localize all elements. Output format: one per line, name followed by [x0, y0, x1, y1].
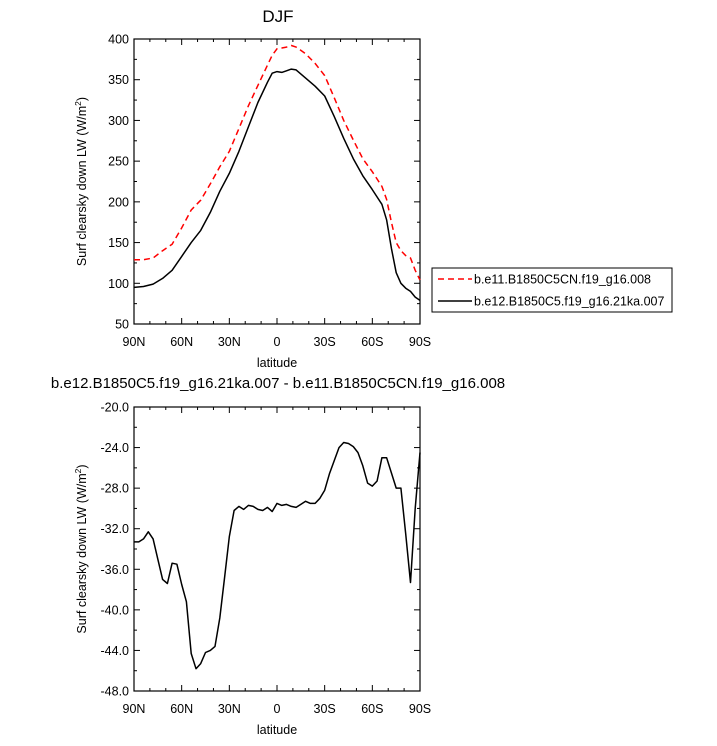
y-axis-label-text: Surf clearsky down LW (W/m	[75, 473, 89, 633]
bottom-plot: -20.0 -24.0 -28.0 -32.0 -36.0 -40.0 -44.0 -48.0…	[73, 401, 431, 738]
series-line-1	[134, 441, 421, 670]
x-tick-label: 0	[274, 335, 281, 349]
y-tick-label: -28.0	[101, 482, 130, 496]
y-tick-label: -36.0	[101, 563, 130, 577]
y-tick-label: 150	[108, 236, 129, 250]
x-tick-label: 60N	[170, 702, 193, 716]
y-tick-label: 300	[108, 114, 129, 128]
legend-box	[431, 267, 673, 313]
legend-label: b.e12.B1850C5.f19_g16.21ka.007	[474, 295, 664, 309]
y-tick-label: -32.0	[101, 522, 130, 536]
series-line-2	[133, 68, 421, 302]
y-axis-label-close: )	[75, 97, 89, 101]
x-tick-label: 90N	[123, 702, 146, 716]
y-tick-label: 200	[108, 195, 129, 209]
x-tick-label: 30N	[218, 702, 241, 716]
x-tick-label: 90N	[123, 335, 146, 349]
x-tick-label: 90S	[409, 702, 431, 716]
x-tick-label: 90S	[409, 335, 431, 349]
x-axis-label: latitude	[257, 723, 297, 737]
series-line-1	[134, 44, 421, 281]
x-tick-label: 30S	[314, 702, 336, 716]
x-tick-label: 60N	[170, 335, 193, 349]
y-tick-label: -20.0	[101, 401, 130, 415]
x-tick-label: 30N	[218, 335, 241, 349]
chart-title: b.e12.B1850C5.f19_g16.21ka.007 - b.e11.B…	[51, 375, 505, 392]
y-tick-label: -24.0	[101, 441, 130, 455]
legend: b.e11.B1850C5CN.f19_g16.008 b.e12.B1850C5…	[431, 267, 673, 313]
y-tick-label: 350	[108, 73, 129, 87]
y-axis-label-text: Surf clearsky down LW (W/m	[75, 106, 89, 266]
x-axis-label: latitude	[257, 356, 297, 370]
y-tick-label: -48.0	[101, 685, 130, 699]
y-axis-label-close: )	[75, 464, 89, 468]
y-tick-label: 400	[108, 33, 129, 47]
plot-frame	[133, 406, 421, 692]
legend-label: b.e11.B1850C5CN.f19_g16.008	[474, 273, 651, 287]
chart-title: DJF	[262, 7, 293, 26]
y-tick-label: 50	[115, 318, 129, 332]
x-tick-label: 60S	[361, 335, 383, 349]
top-plot: 400 350 300 250 200 150 100 50 90N 60N 30N 0 30S 60S 9…	[73, 33, 431, 371]
y-axis-label-superscript: 2	[73, 468, 83, 473]
y-tick-label: 100	[108, 277, 129, 291]
y-axis-label: Surf clearsky down LW (W/m2)	[73, 464, 89, 633]
y-axis-label: Surf clearsky down LW (W/m2)	[73, 97, 89, 266]
plot-frame	[133, 38, 421, 325]
y-tick-label: -40.0	[101, 603, 130, 617]
y-tick-label: -44.0	[101, 644, 130, 658]
x-tick-label: 60S	[361, 702, 383, 716]
y-axis-label-superscript: 2	[73, 101, 83, 106]
x-tick-label: 30S	[314, 335, 336, 349]
y-tick-label: 250	[108, 155, 129, 169]
x-tick-label: 0	[274, 702, 281, 716]
